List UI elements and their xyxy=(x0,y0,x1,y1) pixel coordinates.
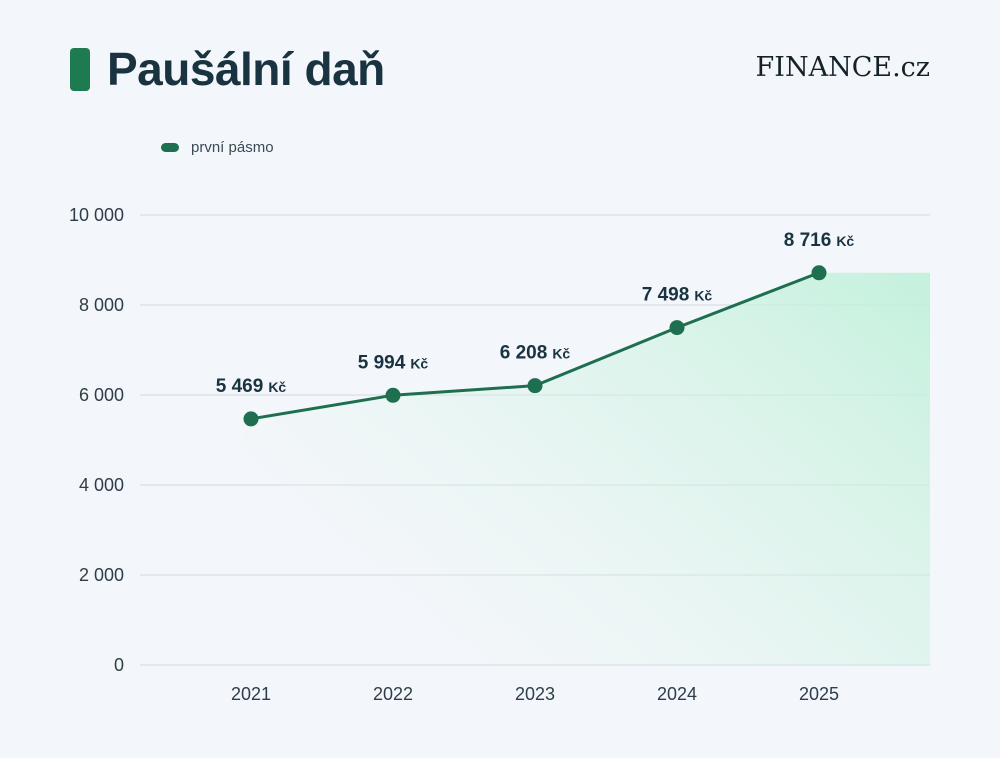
data-point xyxy=(527,378,543,394)
data-label: 5 469 Kč xyxy=(216,376,287,397)
legend: první pásmo xyxy=(161,139,274,156)
y-tick-label: 6 000 xyxy=(79,385,124,405)
data-point xyxy=(385,387,401,403)
data-label: 7 498 Kč xyxy=(642,285,713,306)
chart-title: Paušální daň xyxy=(107,43,385,95)
data-label: 5 994 Kč xyxy=(358,352,429,373)
x-tick-label: 2021 xyxy=(231,684,271,704)
brand-logo: FINANCE.cz xyxy=(755,52,930,83)
area-fill xyxy=(140,272,930,665)
data-label: 6 208 Kč xyxy=(500,343,571,364)
x-tick-label: 2024 xyxy=(657,684,697,704)
data-point xyxy=(811,265,827,281)
y-tick-label: 8 000 xyxy=(79,295,124,315)
legend-label: první pásmo xyxy=(191,139,274,156)
x-tick-label: 2023 xyxy=(515,684,555,704)
legend-swatch xyxy=(161,143,179,152)
y-tick-label: 2 000 xyxy=(79,565,124,585)
y-tick-label: 10 000 xyxy=(69,205,124,225)
title-accent-bar xyxy=(70,48,90,91)
data-point xyxy=(243,411,259,427)
data-label: 8 716 Kč xyxy=(784,230,855,251)
x-tick-label: 2025 xyxy=(799,684,839,704)
data-point xyxy=(669,320,685,336)
y-tick-label: 4 000 xyxy=(79,475,124,495)
x-tick-label: 2022 xyxy=(373,684,413,704)
y-tick-label: 0 xyxy=(114,655,124,675)
